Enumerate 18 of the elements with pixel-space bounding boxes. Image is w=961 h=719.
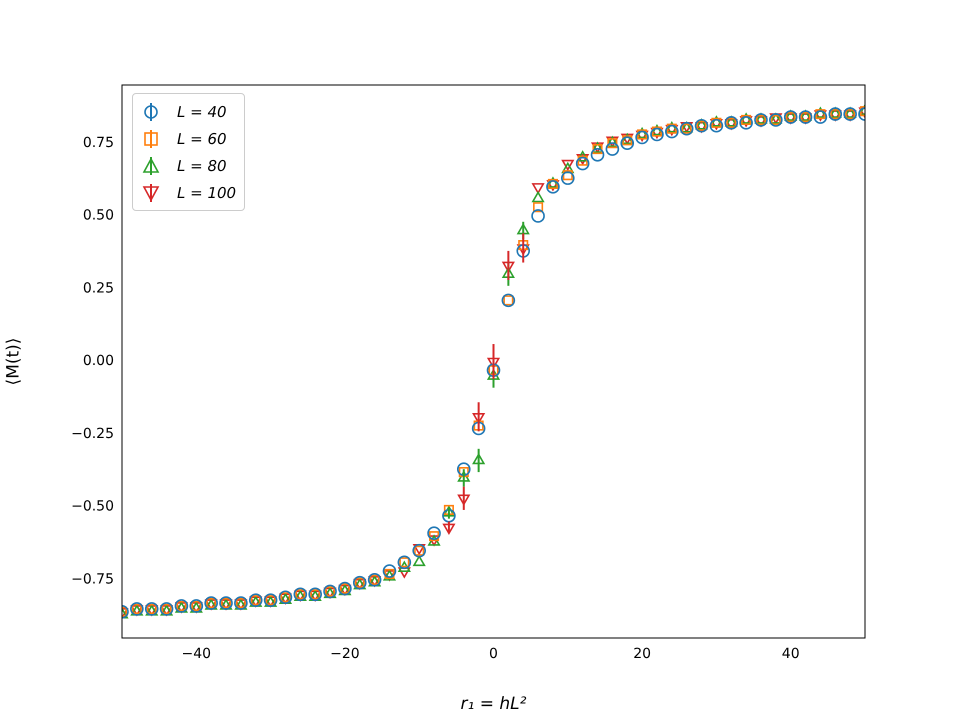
y-tick-label: −0.50 bbox=[71, 498, 114, 515]
legend-label: L = 40 bbox=[177, 102, 227, 120]
y-axis-title: ⟨M(t)⟩ bbox=[4, 338, 24, 386]
legend-label: L = 80 bbox=[177, 156, 227, 174]
x-tick-label: 40 bbox=[782, 646, 800, 662]
x-tick-label: 20 bbox=[633, 646, 652, 662]
y-tick-label: 0.75 bbox=[82, 134, 114, 151]
legend-label: L = 100 bbox=[177, 184, 236, 202]
x-tick-label: −20 bbox=[330, 646, 360, 662]
x-tick-label: 0 bbox=[489, 646, 498, 662]
y-tick-label: −0.75 bbox=[71, 571, 114, 588]
x-tick-label: −40 bbox=[182, 646, 212, 662]
y-tick-label: −0.25 bbox=[71, 426, 114, 442]
y-tick-label: 0.00 bbox=[82, 353, 114, 370]
x-axis-title: r₁ = hL² bbox=[460, 694, 527, 714]
y-tick-label: 0.25 bbox=[82, 280, 114, 296]
y-tick-label: 0.50 bbox=[82, 208, 114, 224]
legend-label: L = 60 bbox=[177, 130, 227, 148]
